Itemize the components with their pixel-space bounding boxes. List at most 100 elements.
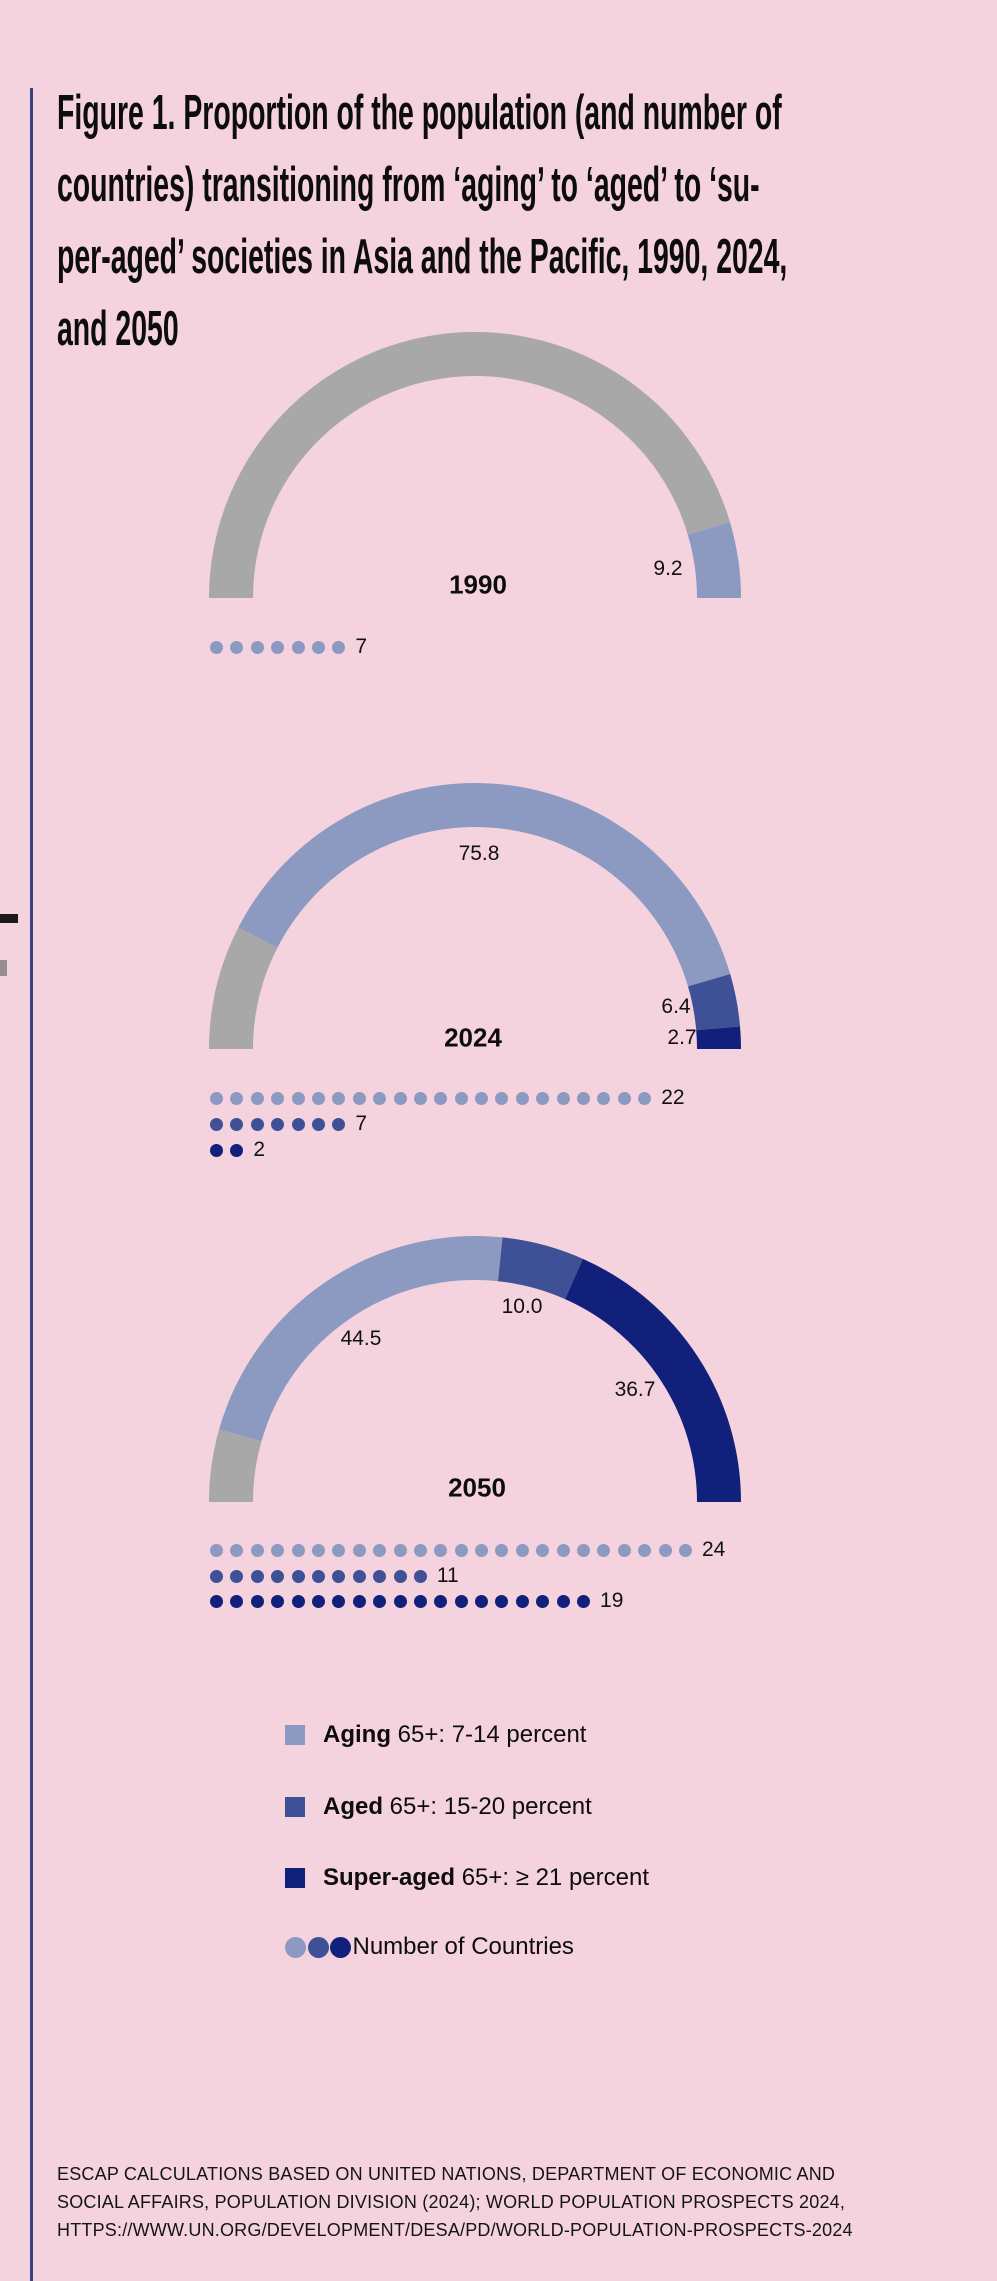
country-dot-icon: [556, 1091, 570, 1105]
value-label-aging-2024: 75.8: [458, 842, 500, 865]
value-label-aging-1990: 9.2: [653, 557, 683, 580]
gauge-segment-remainder: [209, 927, 278, 1049]
source-line: ESCAP CALCULATIONS BASED ON UNITED NATIO…: [57, 2164, 836, 2184]
country-dot-icon: [210, 1143, 223, 1157]
country-dot-icon: [311, 1091, 325, 1105]
figure-title-line: per-aged’ societies in Asia and the Paci…: [57, 230, 788, 284]
country-dot-icon: [291, 1091, 305, 1105]
country-dot-icon: [271, 640, 285, 654]
country-dot-icon: [597, 1543, 611, 1557]
country-dot-icon: [332, 1543, 346, 1557]
country-dot-icon: [352, 1594, 366, 1608]
aging-swatch-icon: [285, 1725, 305, 1745]
legend-item-aged: Aged 65+: 15-20 percent: [285, 1793, 592, 1820]
value-label-aged-2050: 10.0: [501, 1295, 543, 1318]
country-dot-icon: [352, 1091, 366, 1105]
country-dots-aged-2024: 7: [210, 1113, 367, 1134]
country-dot-icon: [230, 1117, 244, 1131]
gauge-segment-remainder: [209, 1429, 262, 1502]
legend-item-aging: Aging 65+: 7-14 percent: [285, 1721, 586, 1748]
country-dot-icon: [332, 1594, 346, 1608]
country-dot-icon: [332, 1117, 346, 1131]
country-dot-icon: [475, 1594, 489, 1608]
gauge-2050: [209, 1236, 741, 1502]
country-dot-icon: [230, 1143, 244, 1157]
country-dot-icon: [210, 1594, 223, 1608]
dot-icons: [210, 1143, 244, 1157]
country-dot-icon: [291, 1543, 305, 1557]
country-count: 11: [436, 1564, 459, 1587]
country-dot-icon: [434, 1091, 448, 1105]
country-dot-icon: [638, 1091, 652, 1105]
country-dot-icon: [413, 1594, 427, 1608]
country-dot-icon: [454, 1594, 468, 1608]
country-dot-icon: [556, 1543, 570, 1557]
country-dot-icon: [454, 1543, 468, 1557]
left-accent-line: [30, 88, 33, 2281]
country-dot-icon: [332, 640, 346, 654]
value-label-super-aged-2050: 36.7: [614, 1378, 656, 1401]
figure-title-line: countries) transitioning from ‘aging’ to…: [57, 158, 760, 212]
source-line: SOCIAL AFFAIRS, POPULATION DIVISION (202…: [57, 2192, 846, 2212]
country-dot-icon: [577, 1543, 591, 1557]
gauge-segment-aging: [219, 1236, 503, 1442]
country-dot-icon: [291, 1594, 305, 1608]
country-dot-icon: [332, 1091, 346, 1105]
gauge-segment-aging: [687, 522, 741, 598]
country-dot-icon: [393, 1543, 407, 1557]
country-dot-icon: [230, 1569, 244, 1583]
legend-item-number-of-countries: Number of Countries: [285, 1933, 574, 1960]
country-dot-icon: [373, 1594, 387, 1608]
legend-term: Aging: [323, 1721, 391, 1748]
gauge-segment-super-aged: [565, 1258, 741, 1502]
country-dot-icon: [285, 1936, 306, 1958]
country-dot-icon: [393, 1594, 407, 1608]
dot-icons: [210, 1543, 692, 1557]
aged-swatch-icon: [285, 1797, 305, 1817]
country-dot-icon: [495, 1091, 509, 1105]
country-dots-super-aged-2050: 19: [210, 1590, 623, 1611]
gauge-1990: [209, 332, 741, 598]
country-dot-icon: [271, 1543, 285, 1557]
source-line: HTTPS://WWW.UN.ORG/DEVELOPMENT/DESA/PD/W…: [57, 2220, 853, 2240]
figure-title: Figure 1. Proportion of the population (…: [57, 77, 787, 365]
country-dot-icon: [311, 1594, 325, 1608]
country-dot-icon: [434, 1543, 448, 1557]
super-aged-swatch-icon: [285, 1868, 305, 1888]
gauge-2024: [209, 783, 741, 1049]
country-dot-icon: [291, 640, 305, 654]
country-dot-icon: [373, 1091, 387, 1105]
country-dot-icon: [311, 1117, 325, 1131]
country-dot-icon: [556, 1594, 570, 1608]
country-dot-icon: [536, 1543, 550, 1557]
country-dot-icon: [393, 1091, 407, 1105]
edge-artifact: [0, 914, 18, 923]
country-dot-icon: [434, 1594, 448, 1608]
country-dot-icon: [307, 1936, 329, 1958]
country-dot-icon: [373, 1569, 387, 1583]
country-dot-icon: [617, 1543, 631, 1557]
country-count: 2: [253, 1138, 266, 1161]
figure-title-line: Figure 1. Proportion of the population (…: [57, 86, 782, 140]
year-label-2024: 2024: [444, 1022, 502, 1053]
edge-artifact: [0, 960, 7, 976]
country-dot-icon: [291, 1117, 305, 1131]
country-dots-aging-2050: 24: [210, 1539, 725, 1560]
country-dot-icon: [271, 1569, 285, 1583]
country-dot-icon: [352, 1569, 366, 1583]
gauge-segment-super-aged: [696, 1026, 741, 1049]
country-dot-icon: [230, 640, 244, 654]
country-dot-icon: [210, 1117, 223, 1131]
country-dot-icon: [495, 1594, 509, 1608]
country-dot-icon: [271, 1091, 285, 1105]
country-count: 22: [661, 1086, 685, 1109]
country-dot-icon: [250, 1091, 264, 1105]
year-label-1990: 1990: [449, 569, 507, 600]
dot-icons: [210, 1091, 652, 1105]
country-dot-icon: [210, 1569, 223, 1583]
country-dot-icon: [454, 1091, 468, 1105]
country-dot-icon: [536, 1594, 550, 1608]
country-dot-icon: [230, 1091, 244, 1105]
legend-desc: 65+: ≥ 21 percent: [455, 1864, 649, 1891]
country-dot-icon: [250, 640, 264, 654]
